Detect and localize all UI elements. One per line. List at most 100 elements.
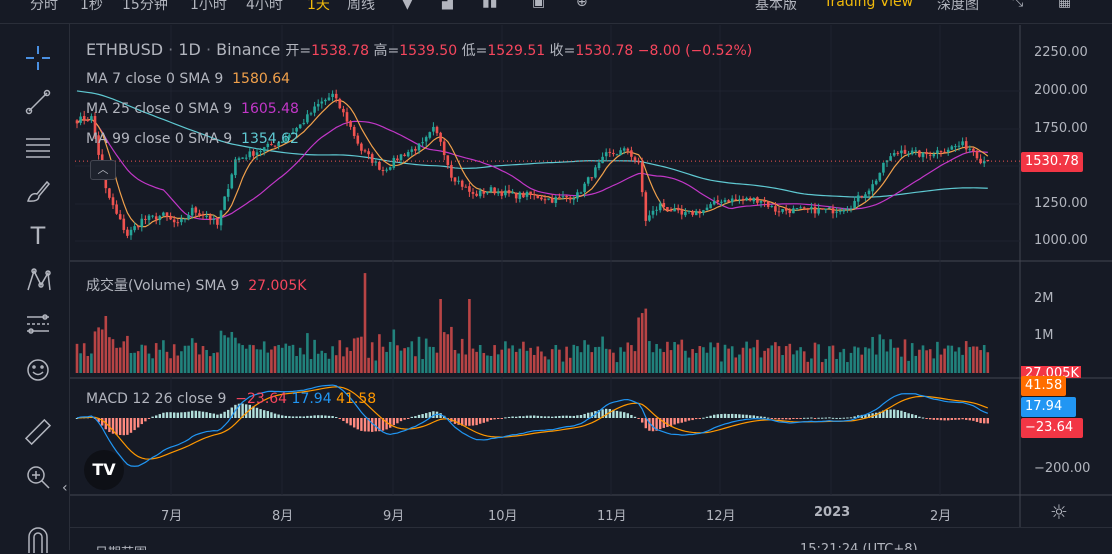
interval-tab[interactable]: 1秒 xyxy=(80,0,103,13)
symbol-legend: ETHBUSD · 1D · Binance 开=1538.78 高=1539.… xyxy=(86,40,753,59)
volume-bar xyxy=(302,354,306,373)
view-tab[interactable]: 基本版 xyxy=(755,0,797,13)
macd-histogram-bar xyxy=(399,418,403,422)
view-tab-active[interactable]: Trading View xyxy=(824,0,914,10)
text-tool-icon[interactable]: T xyxy=(30,222,46,250)
chart-settings-icon[interactable]: ☼ xyxy=(1050,500,1068,524)
macd-histogram-bar xyxy=(954,418,957,420)
volume-bar xyxy=(651,352,655,373)
macd-histogram-bar xyxy=(201,411,205,418)
macd-histogram-bar xyxy=(327,415,331,418)
volume-bar xyxy=(572,344,576,373)
interval-tab[interactable]: 1小时 xyxy=(190,0,227,13)
volume-bar xyxy=(129,352,133,373)
macd-histogram-bar xyxy=(205,412,208,418)
volume-bar xyxy=(802,351,806,373)
candle xyxy=(514,192,518,199)
volume-bar xyxy=(727,348,730,373)
interval-tab[interactable]: 周线 xyxy=(347,0,375,13)
macd-histogram-bar xyxy=(911,414,914,418)
indicator-icon[interactable]: ▟ xyxy=(442,0,453,10)
macd-legend[interactable]: MACD 12 26 close 9 −23.64 17.94 41.58 xyxy=(86,391,376,407)
volume-bar xyxy=(982,345,986,373)
volume-bar xyxy=(252,345,255,373)
macd-histogram-bar xyxy=(777,418,781,420)
macd-histogram-bar xyxy=(432,411,435,418)
macd-histogram-bar xyxy=(975,418,979,422)
crosshair-icon[interactable] xyxy=(22,42,54,74)
macd-histogram-bar xyxy=(565,415,568,418)
candle xyxy=(936,150,939,154)
ma7-legend[interactable]: MA 7 close 0 SMA 9 1580.64 xyxy=(86,71,290,87)
interval-tab-active[interactable]: 1天 xyxy=(307,0,330,13)
candle xyxy=(147,215,151,220)
candle xyxy=(169,216,172,220)
high-value: 1539.50 xyxy=(399,43,458,59)
ruler-icon[interactable] xyxy=(22,416,54,448)
candle xyxy=(187,215,190,219)
candle xyxy=(201,214,205,216)
layout-grid-icon[interactable]: ▦ xyxy=(1058,0,1072,10)
interval-dropdown-icon[interactable]: ▼ xyxy=(402,0,413,12)
macd-histogram-bar xyxy=(147,418,151,419)
pattern-icon[interactable] xyxy=(22,264,54,296)
volume-bar xyxy=(561,361,565,373)
candle xyxy=(712,200,716,205)
volume-legend[interactable]: 成交量(Volume) SMA 9 27.005K xyxy=(86,275,306,295)
interval-tab[interactable]: 15分钟 xyxy=(122,0,168,13)
chart-type-icon[interactable]: ▮▮ xyxy=(482,0,498,10)
volume-bar xyxy=(554,344,558,373)
ma25-legend[interactable]: MA 25 close 0 SMA 9 1605.48 xyxy=(86,101,299,117)
macd-histogram-bar xyxy=(194,410,197,418)
candle xyxy=(230,174,234,189)
volume-bar xyxy=(853,346,856,373)
volume-bar xyxy=(478,344,482,373)
candle xyxy=(561,196,565,198)
trend-line-icon[interactable] xyxy=(22,86,54,118)
volume-bar xyxy=(183,345,187,373)
macd-histogram-bar xyxy=(525,415,529,418)
screenshot-icon[interactable]: ▣ xyxy=(532,0,546,10)
emoji-icon[interactable] xyxy=(22,354,54,386)
candle xyxy=(770,206,774,208)
fib-retracement-icon[interactable] xyxy=(22,131,54,163)
volume-bar xyxy=(558,349,561,373)
macd-histogram-bar xyxy=(457,418,460,425)
date-range-button[interactable]: 日期范围 xyxy=(95,542,147,550)
macd-histogram-bar xyxy=(338,418,341,420)
volume-bar xyxy=(583,340,586,373)
add-icon[interactable]: ⊕ xyxy=(576,0,588,10)
candle xyxy=(568,197,572,200)
candle xyxy=(579,192,583,194)
volume-bar xyxy=(439,299,442,373)
tradingview-logo[interactable]: TV xyxy=(84,450,124,490)
macd-axis-label: −200.00 xyxy=(1034,461,1091,476)
volume-bar xyxy=(813,342,817,373)
zoom-in-icon[interactable] xyxy=(22,461,54,493)
interval-tab[interactable]: 分时 xyxy=(30,0,58,13)
volume-bar xyxy=(666,341,669,373)
volume-bar xyxy=(273,346,277,373)
fullscreen-icon[interactable]: ⤡ xyxy=(1012,0,1024,10)
ma7-line xyxy=(76,99,989,228)
ma99-legend[interactable]: MA 99 close 0 SMA 9 1354.62 xyxy=(86,131,299,147)
candle xyxy=(910,150,914,155)
collapse-legend-button[interactable]: ︿ xyxy=(90,160,116,180)
macd-histogram-bar xyxy=(533,415,536,418)
volume-bar xyxy=(82,343,86,373)
view-tab[interactable]: 深度图 xyxy=(937,0,979,13)
magnet-icon[interactable] xyxy=(22,522,54,554)
prediction-icon[interactable] xyxy=(22,308,54,340)
interval-tab[interactable]: 4小时 xyxy=(246,0,283,13)
time-axis-label: 2023 xyxy=(814,505,851,520)
candle xyxy=(406,152,410,157)
macd-histogram-bar xyxy=(471,418,475,426)
volume-bar xyxy=(500,349,504,373)
volume-bar xyxy=(759,357,763,373)
volume-bar xyxy=(932,358,936,373)
brush-icon[interactable] xyxy=(22,175,54,207)
collapse-toolbar-icon[interactable]: ‹ xyxy=(62,480,68,496)
ma99-value: 1354.62 xyxy=(241,131,299,147)
volume-bar xyxy=(453,349,457,373)
